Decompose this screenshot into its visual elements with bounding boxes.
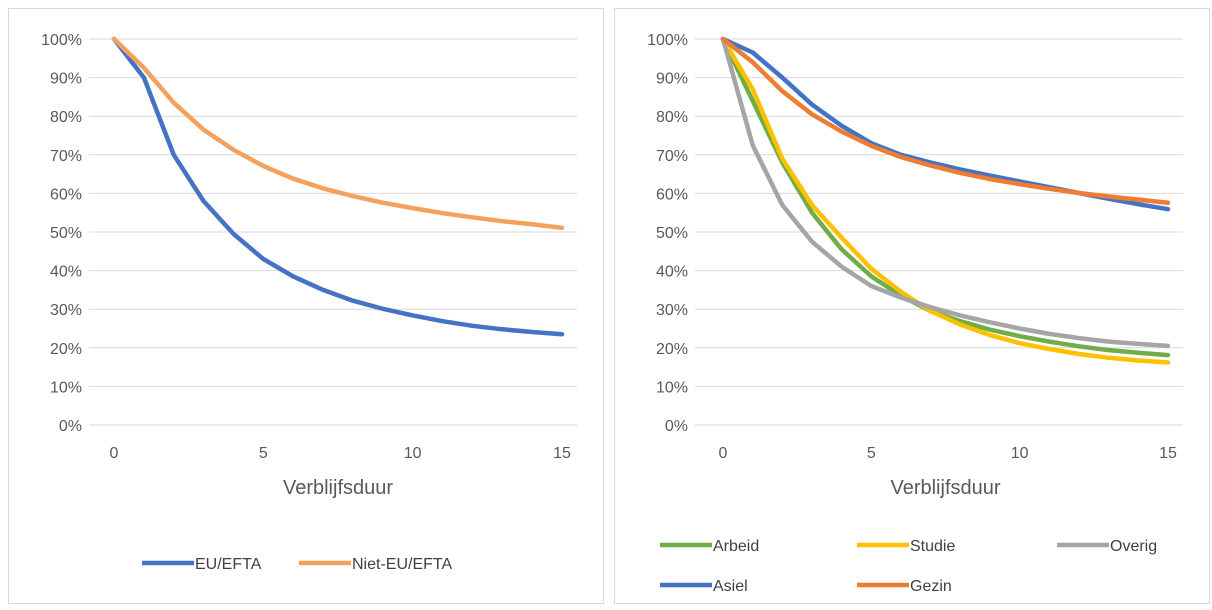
line-chart-right: 0% 10% 20% 30% 40% 50% 60% 70% 80% 90% 100% 0 5 10 15 V… xyxy=(647,32,1183,595)
x-tick-label: 15 xyxy=(553,445,571,462)
y-tick-label: 60% xyxy=(656,186,688,203)
y-tick-label: 60% xyxy=(50,186,82,203)
legend-label: Arbeid xyxy=(713,538,759,555)
legend-label: Studie xyxy=(910,538,955,555)
legend-label: Niet-EU/EFTA xyxy=(352,556,452,573)
y-tick-label: 50% xyxy=(50,225,82,242)
series-line-gezin xyxy=(720,36,1171,205)
y-tick-label: 50% xyxy=(656,225,688,242)
x-tick-label: 5 xyxy=(259,445,268,462)
y-tick-label: 0% xyxy=(665,418,688,435)
y-tick-label: 80% xyxy=(50,109,82,126)
series-line-studie xyxy=(720,36,1171,365)
legend-label: Gezin xyxy=(910,578,952,595)
y-tick-label: 80% xyxy=(656,109,688,126)
y-tick-label: 90% xyxy=(656,71,688,88)
y-tick-label: 70% xyxy=(656,148,688,165)
y-tick-label: 70% xyxy=(50,148,82,165)
legend-label: Overig xyxy=(1110,538,1157,555)
y-tick-label: 10% xyxy=(50,379,82,396)
legend-item-niet-eu-efta: Niet-EU/EFTA xyxy=(299,556,452,573)
y-tick-label: 10% xyxy=(656,379,688,396)
chart-panel-right: 0% 10% 20% 30% 40% 50% 60% 70% 80% 90% 100% 0 5 10 15 V… xyxy=(614,8,1210,604)
legend-label: EU/EFTA xyxy=(195,556,262,573)
x-axis-title: Verblijfsduur xyxy=(283,477,393,499)
x-tick-label: 15 xyxy=(1159,445,1177,462)
x-axis-title: Verblijfsduur xyxy=(890,477,1000,499)
legend-item-studie: Studie xyxy=(857,538,955,555)
chart-panel-left: 0% 10% 20% 30% 40% 50% 60% 70% 80% 90% 100% 0 5 10 15 V… xyxy=(8,8,604,604)
series-line-asiel xyxy=(720,36,1171,212)
legend-item-eu-efta: EU/EFTA xyxy=(142,556,262,573)
y-tick-label: 40% xyxy=(656,264,688,281)
y-tick-label: 30% xyxy=(656,302,688,319)
y-tick-label: 100% xyxy=(647,32,688,49)
x-tick-label: 0 xyxy=(110,445,119,462)
x-tick-label: 10 xyxy=(1011,445,1029,462)
y-tick-label: 100% xyxy=(41,32,82,49)
legend-item-overig: Overig xyxy=(1057,538,1157,555)
legend-item-arbeid: Arbeid xyxy=(660,538,759,555)
y-tick-label: 20% xyxy=(656,341,688,358)
x-tick-label: 0 xyxy=(719,445,728,462)
x-tick-label: 5 xyxy=(867,445,876,462)
legend-label: Asiel xyxy=(713,578,748,595)
line-chart-left: 0% 10% 20% 30% 40% 50% 60% 70% 80% 90% 100% 0 5 10 15 V… xyxy=(41,32,577,573)
legend-item-asiel: Asiel xyxy=(660,578,748,595)
legend-item-gezin: Gezin xyxy=(857,578,952,595)
y-tick-label: 20% xyxy=(50,341,82,358)
series-line-eu-efta xyxy=(111,36,565,337)
y-tick-label: 0% xyxy=(59,418,82,435)
y-tick-label: 90% xyxy=(50,71,82,88)
x-tick-label: 10 xyxy=(404,445,422,462)
y-tick-label: 30% xyxy=(50,302,82,319)
y-tick-label: 40% xyxy=(50,264,82,281)
series-line-niet-eu-efta xyxy=(111,36,565,231)
series-line-overig xyxy=(720,36,1171,349)
